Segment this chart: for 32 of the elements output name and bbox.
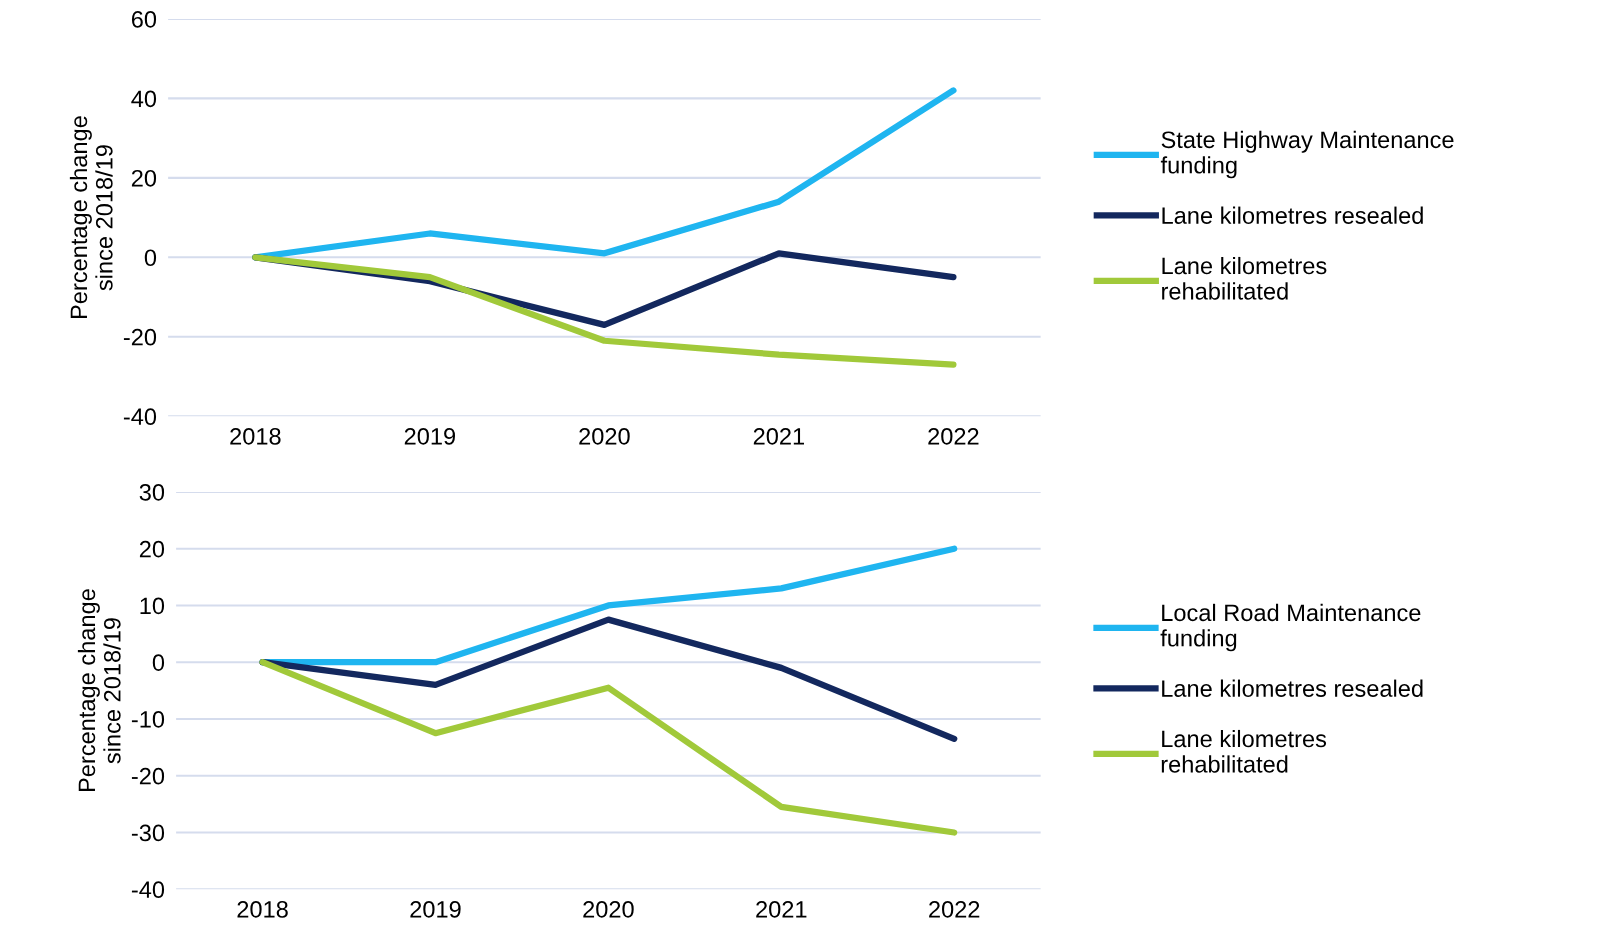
y-tick-label: 0: [144, 249, 157, 267]
y-tick-label: -30: [131, 824, 165, 842]
legend-label: Lane kilometres rehabilitated: [1162, 256, 1327, 300]
y-tick-label: -40: [131, 881, 165, 899]
x-tick-label: 2020: [579, 427, 630, 445]
y-axis-title: Percentage change since 2018/19: [69, 116, 113, 319]
y-tick-label: -20: [131, 767, 165, 785]
y-tick-label: -10: [131, 711, 165, 728]
y-tick-label: 10: [140, 597, 165, 615]
y-tick-label: 60: [131, 10, 157, 28]
legend-label: Lane kilometres resealed: [1162, 206, 1423, 224]
legend-label: Local Road Maintenance funding: [1160, 603, 1421, 652]
x-tick-label: 2021: [756, 900, 807, 918]
legend-label: Lane kilometres rehabilitated: [1161, 729, 1327, 773]
y-axis-title: Percentage change since 2018/19: [77, 589, 121, 792]
x-tick-label: 2022: [928, 427, 979, 445]
x-tick-label: 2020: [583, 900, 634, 918]
x-tick-label: 2021: [753, 427, 804, 445]
x-tick-label: 2018: [230, 427, 281, 445]
y-tick-label: 0: [152, 654, 165, 671]
legend-label: Lane kilometres resealed: [1162, 679, 1423, 697]
x-tick-label: 2019: [404, 427, 456, 445]
y-tick-label: 20: [131, 169, 157, 187]
y-tick-label: -20: [123, 328, 157, 346]
legend-label: State Highway Maintenance funding: [1160, 130, 1454, 179]
y-tick-label: 20: [139, 540, 165, 558]
x-tick-label: 2018: [237, 900, 288, 918]
x-tick-label: 2019: [410, 900, 461, 918]
y-tick-label: -40: [123, 408, 157, 426]
y-tick-label: 30: [139, 483, 165, 501]
y-tick-label: 40: [131, 90, 157, 108]
x-tick-label: 2022: [929, 900, 980, 918]
